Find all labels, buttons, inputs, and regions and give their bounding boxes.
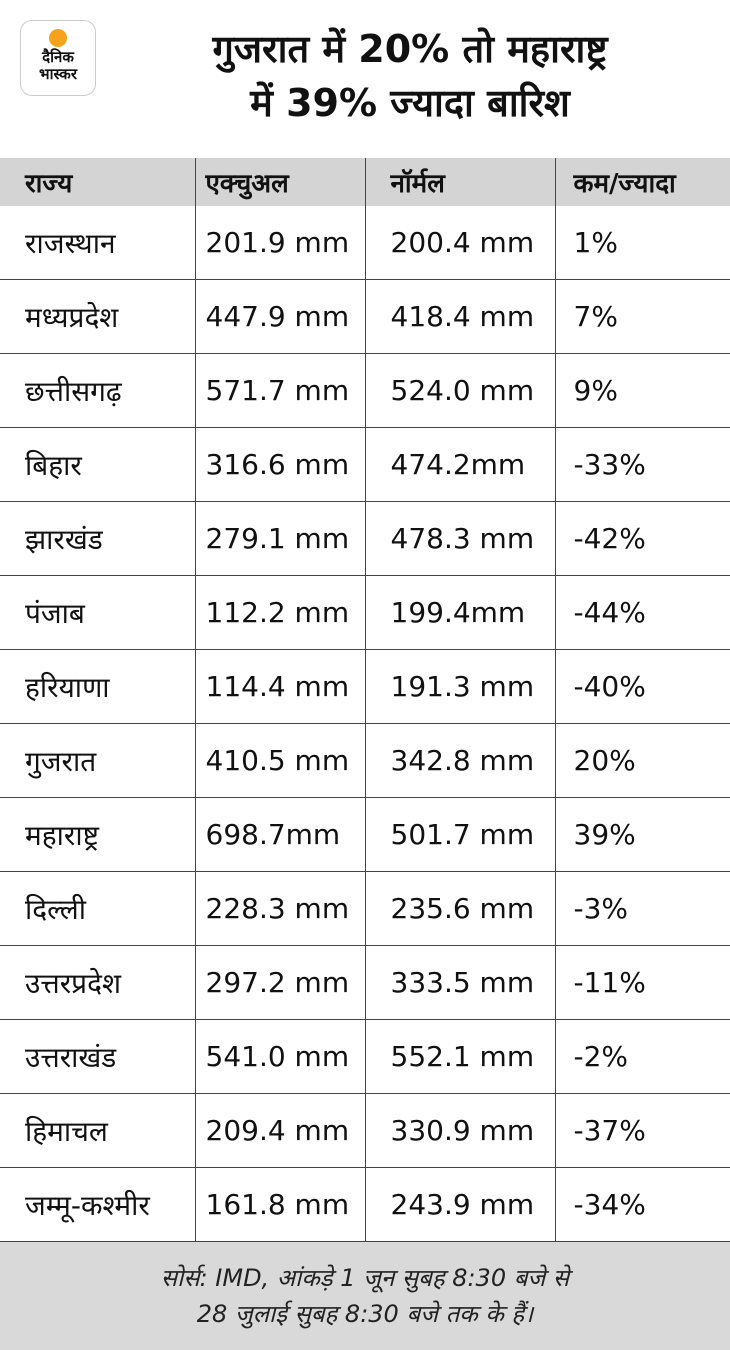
table-cell: -34%: [554, 1167, 730, 1242]
table-row: जम्मू-कश्मीर 161.8 mm 243.9 mm -34%: [0, 1167, 730, 1242]
table-cell: -44%: [554, 575, 730, 650]
title-line: में 39% ज्यादा बारिश: [250, 81, 570, 125]
table-cell: उत्तराखंड: [0, 1019, 195, 1094]
table-cell: -37%: [554, 1093, 730, 1168]
table-cell: 191.3 mm: [364, 649, 555, 724]
table-row: छत्तीसगढ़ 571.7 mm 524.0 mm 9%: [0, 353, 730, 428]
table-cell: -2%: [554, 1019, 730, 1094]
logo-text: दैनिक: [42, 48, 74, 66]
table-cell: उत्तरप्रदेश: [0, 945, 195, 1020]
table-cell: छत्तीसगढ़: [0, 353, 195, 428]
column-header: राज्य: [0, 158, 195, 206]
table-cell: 201.9 mm: [194, 206, 365, 280]
table-row: हरियाणा 114.4 mm 191.3 mm -40%: [0, 649, 730, 724]
table-row: पंजाब 112.2 mm 199.4mm -44%: [0, 575, 730, 650]
table-cell: 342.8 mm: [364, 723, 555, 798]
column-header: कम/ज्यादा: [554, 158, 730, 206]
table-cell: 418.4 mm: [364, 279, 555, 354]
source-line: 28 जुलाई सुबह 8:30 बजे तक के हैं।: [196, 1300, 534, 1328]
table-cell: -11%: [554, 945, 730, 1020]
logo-text: भास्कर: [39, 65, 77, 83]
table-row: झारखंड 279.1 mm 478.3 mm -42%: [0, 501, 730, 576]
title: गुजरात में 20% तो महाराष्ट्र में 39% ज्य…: [110, 22, 710, 130]
table-row: राजस्थान 201.9 mm 200.4 mm 1%: [0, 206, 730, 280]
table-cell: 112.2 mm: [194, 575, 365, 650]
table-cell: 114.4 mm: [194, 649, 365, 724]
table-cell: -40%: [554, 649, 730, 724]
table-cell: -33%: [554, 427, 730, 502]
table-cell: हिमाचल: [0, 1093, 195, 1168]
table-cell: 20%: [554, 723, 730, 798]
table-cell: 501.7 mm: [364, 797, 555, 872]
table-cell: 330.9 mm: [364, 1093, 555, 1168]
table-row: महाराष्ट्र 698.7mm 501.7 mm 39%: [0, 797, 730, 872]
table-cell: -3%: [554, 871, 730, 946]
title-line: गुजरात में 20% तो महाराष्ट्र: [212, 27, 608, 71]
table-row: उत्तरप्रदेश 297.2 mm 333.5 mm -11%: [0, 945, 730, 1020]
table-cell: 1%: [554, 206, 730, 280]
table-cell: राजस्थान: [0, 206, 195, 280]
table-cell: मध्यप्रदेश: [0, 279, 195, 354]
column-header: एक्चुअल: [194, 158, 365, 206]
table-cell: 161.8 mm: [194, 1167, 365, 1242]
table-cell: 447.9 mm: [194, 279, 365, 354]
table-cell: -42%: [554, 501, 730, 576]
table-cell: 9%: [554, 353, 730, 428]
table-row: हिमाचल 209.4 mm 330.9 mm -37%: [0, 1093, 730, 1168]
table-cell: 333.5 mm: [364, 945, 555, 1020]
table-body: राजस्थान 201.9 mm 200.4 mm 1% मध्यप्रदेश 447.…: [0, 206, 730, 1242]
table-cell: 243.9 mm: [364, 1167, 555, 1242]
rain-table: राज्य एक्चुअल नॉर्मल कम/ज्यादा राजस्थान 201.…: [0, 158, 730, 1242]
table-cell: गुजरात: [0, 723, 195, 798]
table-cell: 228.3 mm: [194, 871, 365, 946]
table-cell: 474.2mm: [364, 427, 555, 502]
table-cell: 478.3 mm: [364, 501, 555, 576]
table-cell: 7%: [554, 279, 730, 354]
header: दैनिक भास्कर गुजरात में 20% तो महाराष्ट्…: [0, 0, 730, 158]
table-cell: 209.4 mm: [194, 1093, 365, 1168]
table-cell: 235.6 mm: [364, 871, 555, 946]
table-cell: 279.1 mm: [194, 501, 365, 576]
table-row: गुजरात 410.5 mm 342.8 mm 20%: [0, 723, 730, 798]
table-row: उत्तराखंड 541.0 mm 552.1 mm -2%: [0, 1019, 730, 1094]
table-cell: 571.7 mm: [194, 353, 365, 428]
table-cell: 410.5 mm: [194, 723, 365, 798]
table-cell: झारखंड: [0, 501, 195, 576]
table-cell: 316.6 mm: [194, 427, 365, 502]
table-cell: दिल्ली: [0, 871, 195, 946]
table-cell: 541.0 mm: [194, 1019, 365, 1094]
table-row: बिहार 316.6 mm 474.2mm -33%: [0, 427, 730, 502]
table-cell: 297.2 mm: [194, 945, 365, 1020]
table-cell: 199.4mm: [364, 575, 555, 650]
header-row: राज्य एक्चुअल नॉर्मल कम/ज्यादा: [0, 158, 730, 206]
table-cell: बिहार: [0, 427, 195, 502]
table-cell: 39%: [554, 797, 730, 872]
logo-sun: [49, 29, 67, 47]
table-row: दिल्ली 228.3 mm 235.6 mm -3%: [0, 871, 730, 946]
source-line: सोर्स: IMD, आंकड़े 1 जून सुबह 8:30 बजे स…: [160, 1264, 570, 1292]
table-cell: 200.4 mm: [364, 206, 555, 280]
table-row: मध्यप्रदेश 447.9 mm 418.4 mm 7%: [0, 279, 730, 354]
table-cell: हरियाणा: [0, 649, 195, 724]
column-header: नॉर्मल: [364, 158, 555, 206]
table-cell: 524.0 mm: [364, 353, 555, 428]
table-cell: 552.1 mm: [364, 1019, 555, 1094]
footer: सोर्स: IMD, आंकड़े 1 जून सुबह 8:30 बजे स…: [0, 1242, 730, 1350]
table-cell: महाराष्ट्र: [0, 797, 195, 872]
logo: दैनिक भास्कर: [20, 20, 96, 96]
table-cell: 698.7mm: [194, 797, 365, 872]
table-cell: जम्मू-कश्मीर: [0, 1167, 195, 1242]
table-cell: पंजाब: [0, 575, 195, 650]
